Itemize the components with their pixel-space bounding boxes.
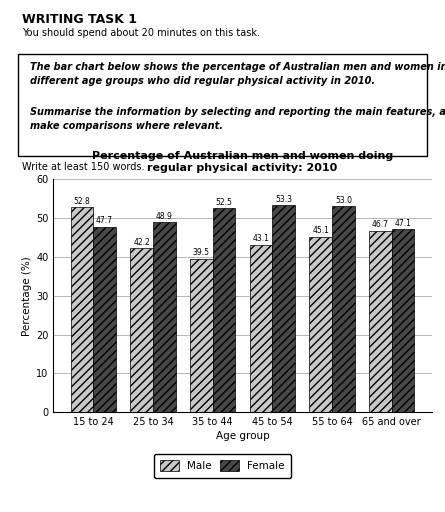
Bar [130,248,153,412]
Bar [71,207,93,412]
Y-axis label: Percentage (%): Percentage (%) [22,256,32,335]
Bar [332,206,355,412]
Text: 45.1: 45.1 [312,226,329,236]
Text: 47.1: 47.1 [395,219,412,228]
Text: 43.1: 43.1 [253,234,270,243]
Text: Summarise the information by selecting and reporting the main features, and
make: Summarise the information by selecting a… [30,107,445,131]
Text: 52.5: 52.5 [215,198,232,207]
Title: Percentage of Australian men and women doing
regular physical activity: 2010: Percentage of Australian men and women d… [92,151,393,173]
Text: 46.7: 46.7 [372,220,389,229]
X-axis label: Age group: Age group [216,431,269,441]
Bar [153,222,176,412]
Text: 53.3: 53.3 [275,195,292,204]
Text: 39.5: 39.5 [193,248,210,257]
Text: WRITING TASK 1: WRITING TASK 1 [22,13,137,26]
Bar [250,245,272,412]
Bar [309,237,332,412]
Text: 47.7: 47.7 [96,217,113,225]
Bar [272,205,295,412]
Bar [213,208,235,412]
Bar [190,259,213,412]
Text: The bar chart below shows the percentage of Australian men and women in
differen: The bar chart below shows the percentage… [30,62,445,86]
Text: 42.2: 42.2 [133,238,150,247]
Bar [369,231,392,412]
Text: 48.9: 48.9 [156,212,173,221]
Text: You should spend about 20 minutes on this task.: You should spend about 20 minutes on thi… [22,28,260,38]
Legend: Male, Female: Male, Female [154,454,291,478]
FancyBboxPatch shape [18,54,427,156]
Bar [392,229,414,412]
Text: 52.8: 52.8 [73,197,90,206]
Text: 53.0: 53.0 [335,196,352,205]
Bar [93,227,116,412]
Text: Write at least 150 words.: Write at least 150 words. [22,162,145,173]
